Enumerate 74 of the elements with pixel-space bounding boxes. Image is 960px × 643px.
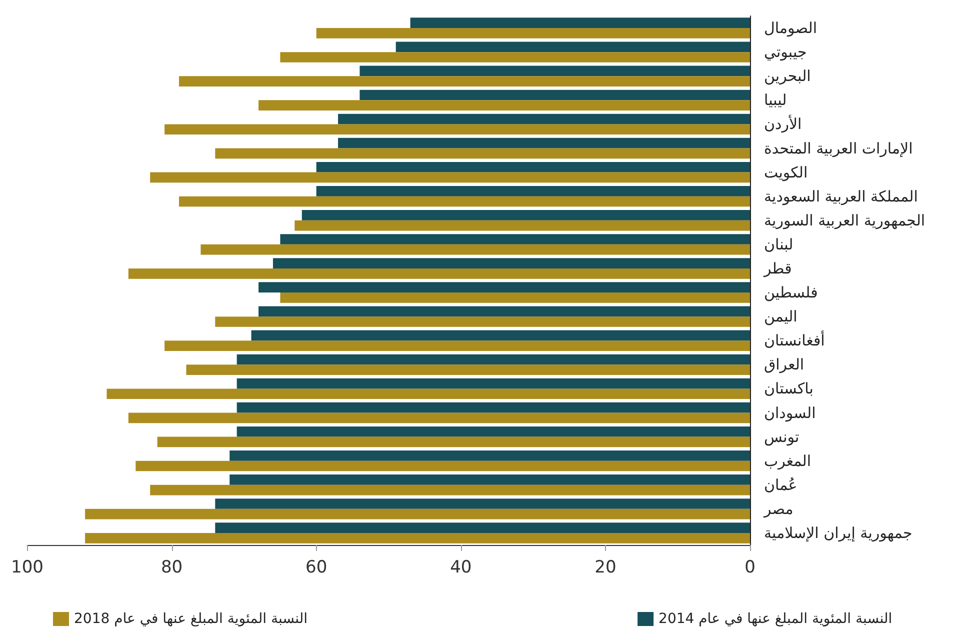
bar [258,282,750,293]
bar [230,450,750,461]
x-tick-label: 0 [744,558,756,578]
bar [236,402,750,413]
bar [272,258,750,268]
y-tick-label: البحرين [764,67,811,86]
y-tick-label: المغرب [764,452,812,470]
bar [280,52,750,62]
bar [338,138,750,148]
y-tick-label: تونس [764,428,800,446]
y-tick-label: عُمان [764,476,798,494]
x-tick-label: 20 [594,558,616,578]
bar [280,234,750,244]
legend-label: النسبة المئوية المبلغ عنها في عام 2014 [658,611,892,627]
y-tick-label: العراق [764,356,804,374]
bar [230,474,750,485]
bar [294,220,750,231]
bar [236,378,750,389]
bar [136,460,750,472]
y-tick-label: الأردن [764,114,802,134]
bar [150,484,750,496]
bar [338,114,750,124]
bar [251,330,750,341]
bar [302,210,750,220]
bar [258,100,750,110]
y-tick-label: المملكة العربية السعودية [764,187,918,206]
bar [280,292,750,303]
bar [164,124,750,135]
bar [236,426,750,437]
bar [316,28,750,38]
bar [150,172,750,183]
y-tick-label: اليمن [764,308,798,326]
bar [410,18,750,28]
y-tick-label: الصومال [764,19,817,38]
bar [179,76,750,86]
bar [186,364,750,375]
bar [164,340,750,351]
bar [360,66,750,76]
legend-label: النسبة المئوية المبلغ عنها في عام 2018 [74,611,308,627]
bar [316,186,750,196]
y-tick-label: قطر [763,259,792,278]
y-tick-label: باكستان [764,380,814,398]
bar [200,244,750,255]
bar [179,196,750,207]
y-tick-label: فلسطين [764,284,818,302]
bar [106,388,750,400]
bar [360,90,750,100]
bar [316,162,750,172]
y-tick-label: مصر [763,500,794,518]
bar [85,508,750,520]
y-tick-label: أفغانستان [764,330,825,350]
x-tick-label: 80 [160,558,183,578]
y-tick-label: السودان [764,404,816,422]
y-tick-label: لبنان [764,235,794,254]
x-tick-label: 100 [10,558,44,578]
bar [236,354,750,365]
x-tick-label: 60 [306,558,328,578]
x-tick-label: 40 [450,558,472,578]
y-tick-label: جيبوتي [764,43,807,62]
bar [396,42,750,52]
y-tick-label: الجمهورية العربية السورية [764,211,926,230]
bar [157,436,750,448]
bar [215,148,750,159]
bar [215,316,750,327]
bar [215,498,750,509]
bar [215,522,750,533]
y-tick-label: الكويت [764,163,808,182]
bar [85,532,750,544]
y-tick-label: ليبيا [764,91,787,110]
bar [128,412,750,424]
y-tick-label: الإمارات العربية المتحدة [764,139,913,158]
bar [258,306,750,317]
y-tick-label: جمهورية إيران الإسلامية [764,524,912,542]
bar [128,268,750,279]
